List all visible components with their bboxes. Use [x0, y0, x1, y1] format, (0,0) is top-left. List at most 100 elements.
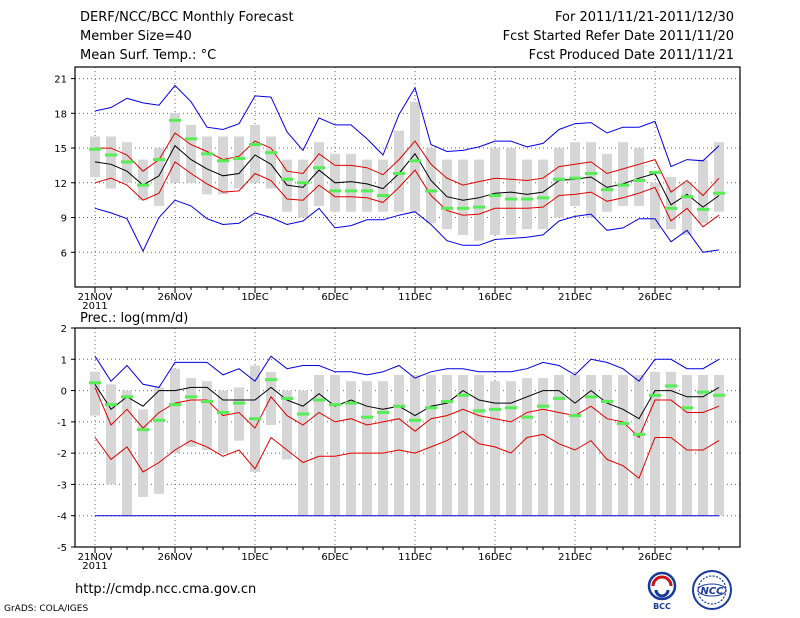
ncc-logo-text: NCC [700, 586, 724, 597]
box-prec-28 [522, 378, 532, 516]
xtick-label-temp: 16DEC [478, 292, 512, 303]
box-prec-1 [90, 371, 100, 416]
box-temp-4 [138, 159, 148, 201]
box-prec-12 [266, 371, 276, 425]
box-prec-15 [314, 374, 324, 516]
plot-frame-temp [74, 66, 741, 288]
xtick-label-temp: 11DEC [398, 292, 432, 303]
box-temp-5 [154, 148, 164, 206]
box-prec-13 [282, 390, 292, 460]
box-temp-25 [474, 159, 484, 241]
box-temp-8 [202, 136, 212, 195]
xtick-label-prec: 26NOV [158, 552, 193, 563]
ytick-label-temp: 9 [61, 214, 67, 225]
box-prec-25 [474, 374, 484, 516]
box-temp-23 [442, 159, 452, 230]
xtick-label-prec: 16DEC [478, 552, 512, 563]
std-upper-line-temp [95, 132, 720, 197]
xtick-label-temp: 26DEC [638, 292, 672, 303]
box-temp-31 [570, 142, 580, 206]
xtick-label-temp: 21DEC [558, 292, 592, 303]
box-prec-24 [458, 374, 468, 516]
std-upper-line-prec [94, 387, 720, 439]
box-prec-21 [410, 374, 420, 516]
box-temp-36 [650, 182, 660, 230]
box-prec-30 [554, 374, 564, 516]
box-prec-29 [538, 378, 548, 516]
bcc-logo-icon: BCC [647, 571, 677, 610]
box-temp-20 [394, 130, 404, 212]
mean-line-temp [94, 144, 720, 208]
std-lower-line-temp [94, 161, 720, 228]
box-temp-18 [362, 159, 372, 212]
box-prec-3 [122, 390, 132, 516]
variable-label: Mean Surf. Temp.: °C [80, 48, 217, 63]
xtick-label-temp: 26NOV [158, 292, 193, 303]
box-temp-35 [634, 148, 644, 206]
chart-title: DERF/NCC/BCC Monthly Forecast [80, 10, 294, 25]
xtick-label-prec: 21DEC [558, 552, 592, 563]
box-prec-34 [618, 374, 628, 516]
ytick-label-prec: -3 [57, 480, 67, 491]
xtick-label-temp: 6DEC [321, 292, 348, 303]
xtick-label-prec: 21NOV [78, 552, 113, 563]
ytick-label-prec: -2 [57, 449, 67, 460]
box-prec-35 [634, 374, 644, 516]
mean-line-prec [94, 384, 720, 420]
std-lower-line-prec [94, 430, 720, 480]
box-prec-8 [202, 381, 212, 451]
min-line-temp [94, 199, 720, 253]
box-prec-16 [330, 374, 340, 516]
ytick-label-temp: 6 [61, 248, 67, 259]
box-prec-4 [138, 409, 148, 497]
ytick-label-prec: -5 [57, 543, 67, 554]
box-temp-17 [346, 153, 356, 212]
box-prec-38 [682, 374, 692, 516]
xtick-label-prec: 1DEC [241, 552, 268, 563]
box-prec-32 [586, 374, 596, 516]
prec-title: Prec.: log(mm/d) [80, 311, 188, 326]
xtick-label-temp: 1DEC [241, 292, 268, 303]
box-prec-36 [650, 371, 660, 516]
box-temp-21 [410, 101, 420, 212]
box-prec-14 [298, 390, 308, 516]
box-prec-6 [170, 368, 180, 454]
forecast-period-label: For 2011/11/21-2011/12/30 [555, 10, 734, 25]
ytick-label-temp: 18 [54, 109, 67, 120]
ytick-label-prec: 0 [61, 387, 67, 398]
ncc-logo-icon: NCC [692, 570, 732, 610]
ytick-label-prec: -4 [57, 512, 67, 523]
ytick-label-temp: 12 [54, 179, 67, 190]
box-temp-33 [602, 153, 612, 212]
box-temp-39 [698, 159, 708, 224]
box-temp-27 [506, 148, 516, 235]
box-prec-40 [714, 374, 724, 516]
box-temp-12 [266, 136, 276, 189]
box-prec-23 [442, 374, 452, 516]
xtick-label-prec: 26DEC [638, 552, 672, 563]
ytick-label-prec: 2 [61, 324, 67, 335]
box-temp-1 [90, 136, 100, 177]
box-prec-9 [218, 390, 228, 454]
box-prec-26 [490, 381, 500, 516]
max-line-temp [94, 84, 720, 168]
start-date-label: Fcst Started Refer Date 2011/11/20 [502, 29, 734, 44]
box-prec-33 [602, 374, 612, 516]
box-prec-7 [186, 378, 196, 447]
member-size-label: Member Size=40 [80, 29, 192, 44]
box-temp-26 [490, 148, 500, 235]
box-temp-10 [234, 136, 244, 189]
source-url[interactable]: http://cmdp.ncc.cma.gov.cn [75, 582, 257, 597]
box-temp-22 [426, 148, 436, 224]
box-prec-27 [506, 381, 516, 516]
ytick-label-prec: 1 [61, 355, 67, 366]
box-prec-20 [394, 374, 404, 516]
box-temp-2 [106, 136, 116, 189]
ytick-label-temp: 21 [54, 75, 67, 86]
bcc-logo-text: BCC [653, 602, 671, 610]
box-temp-37 [666, 177, 676, 230]
box-prec-39 [698, 374, 708, 516]
box-temp-9 [218, 136, 228, 195]
box-temp-40 [714, 142, 724, 212]
